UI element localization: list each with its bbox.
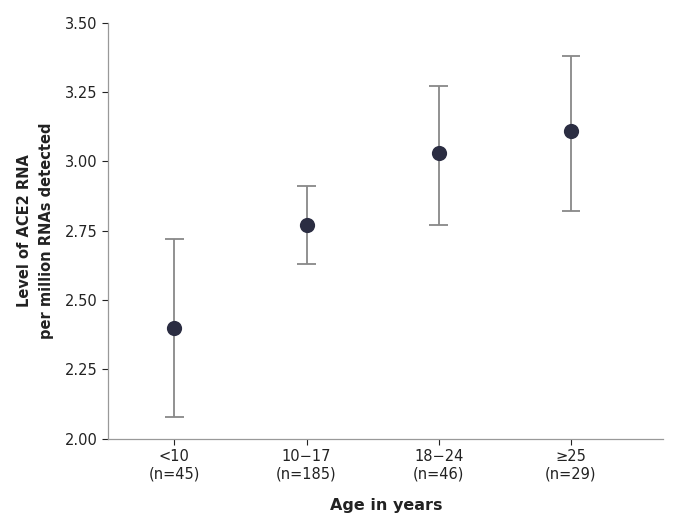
Point: [565, 127, 576, 135]
Point: [169, 324, 180, 332]
Y-axis label: Level of ACE2 RNA
per million RNAs detected: Level of ACE2 RNA per million RNAs detec…: [17, 122, 54, 339]
Point: [433, 149, 444, 157]
Point: [301, 221, 312, 229]
X-axis label: Age in years: Age in years: [330, 498, 442, 514]
